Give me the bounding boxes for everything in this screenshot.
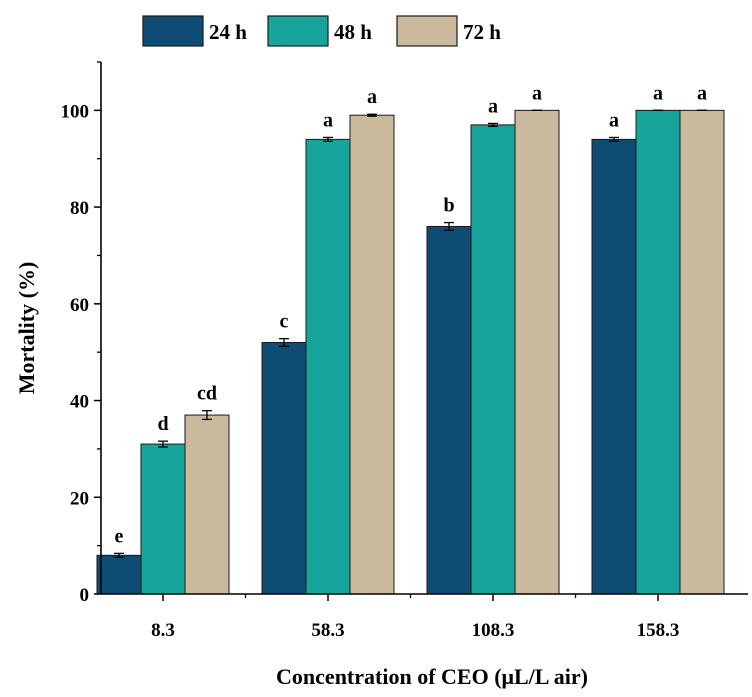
y-tick-label: 0 [80,585,90,606]
legend-swatch [267,15,329,47]
bar [96,554,142,595]
x-tick-label: 108.3 [472,620,515,641]
significance-letter: a [323,109,333,131]
bar [140,443,186,595]
bar [349,114,395,595]
y-tick-label: 60 [70,295,89,316]
bar [261,342,307,595]
legend: 24 h 48 h 72 h [142,15,501,47]
x-tick-label: 58.3 [311,620,344,641]
bar [591,138,637,595]
significance-letter: a [367,86,377,108]
significance-letter: a [488,95,498,117]
bar [184,414,230,595]
axes-group [100,62,748,595]
legend-label: 48 h [334,20,372,44]
y-axis-label: Mortality (%) [14,262,39,395]
x-axis-label: Concentration of CEO (μL/L air) [276,664,588,689]
significance-letter: b [443,195,454,217]
y-ticks: 0 20 40 60 80 100 [61,61,101,606]
y-tick-label: 20 [70,488,89,509]
x-tick-label: 8.3 [151,620,175,641]
legend-label: 72 h [463,20,501,44]
bar [679,109,725,595]
legend-label: 24 h [209,20,247,44]
bar [635,109,681,595]
y-tick-label: 100 [61,101,90,122]
significance-letter: a [653,82,663,104]
significance-letter: a [532,82,542,104]
y-tick-label: 80 [70,198,89,219]
significance-letter: a [609,109,619,131]
y-tick-label: 40 [70,392,89,413]
significance-letter: d [157,413,168,435]
bar [470,124,516,595]
legend-swatch [142,15,204,47]
legend-swatch [396,15,458,47]
bars-group: e d cd c a a b a a a a a [96,82,725,595]
significance-letter: a [697,82,707,104]
bar [426,225,472,595]
significance-letter: cd [197,383,217,405]
bar [305,138,351,595]
significance-letter: c [280,311,289,333]
significance-letter: e [115,525,124,547]
x-tick-label: 158.3 [637,620,680,641]
x-ticks: 8.3 58.3 108.3 158.3 [151,594,679,641]
bar [514,109,560,595]
